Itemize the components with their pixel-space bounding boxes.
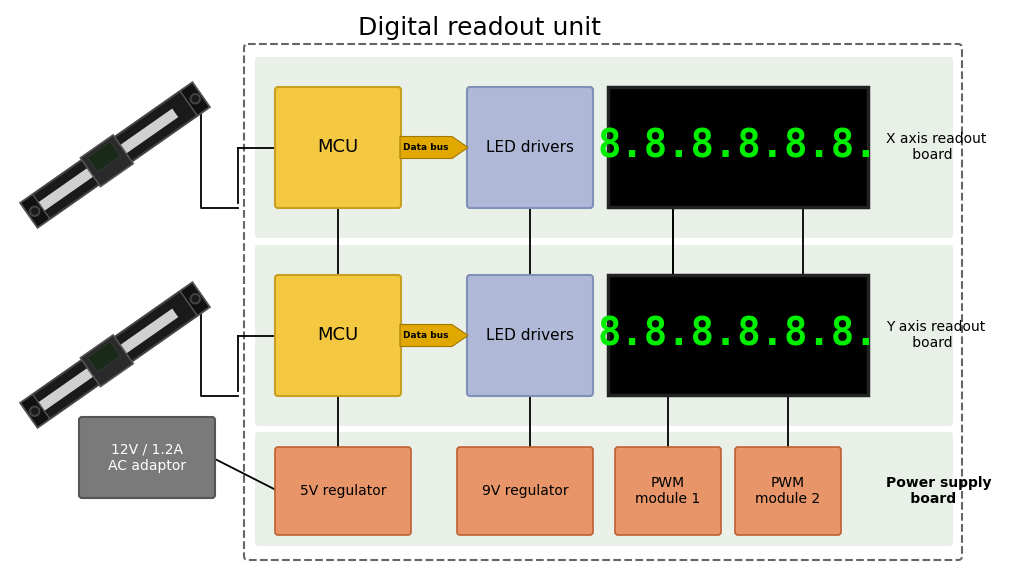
FancyBboxPatch shape — [79, 417, 215, 498]
Circle shape — [32, 408, 38, 414]
FancyBboxPatch shape — [467, 87, 593, 208]
Text: Y axis readout
      board: Y axis readout board — [886, 320, 985, 350]
FancyBboxPatch shape — [255, 245, 953, 426]
Text: LED drivers: LED drivers — [486, 328, 574, 343]
Polygon shape — [81, 335, 133, 386]
Text: 5V regulator: 5V regulator — [300, 484, 386, 498]
Polygon shape — [20, 82, 210, 228]
Text: MCU: MCU — [317, 327, 358, 344]
FancyBboxPatch shape — [608, 87, 868, 207]
Text: Data bus: Data bus — [403, 143, 449, 152]
Polygon shape — [400, 324, 468, 347]
FancyBboxPatch shape — [735, 447, 841, 535]
FancyBboxPatch shape — [615, 447, 721, 535]
Text: Digital readout unit: Digital readout unit — [358, 16, 601, 40]
Circle shape — [190, 94, 201, 104]
Polygon shape — [180, 82, 210, 116]
Text: Power supply
     board: Power supply board — [886, 476, 991, 506]
Polygon shape — [87, 141, 121, 172]
Circle shape — [30, 206, 40, 216]
Polygon shape — [20, 282, 210, 427]
FancyBboxPatch shape — [255, 432, 953, 546]
Polygon shape — [180, 282, 210, 316]
Text: 8.8.8.8.8.8.: 8.8.8.8.8.8. — [598, 128, 879, 166]
Polygon shape — [87, 341, 121, 372]
Polygon shape — [81, 135, 133, 187]
FancyBboxPatch shape — [255, 57, 953, 238]
Text: 8.8.8.8.8.8.: 8.8.8.8.8.8. — [598, 316, 879, 354]
Text: PWM
module 1: PWM module 1 — [635, 476, 700, 506]
FancyBboxPatch shape — [275, 275, 401, 396]
Text: PWM
module 2: PWM module 2 — [756, 476, 820, 506]
Text: LED drivers: LED drivers — [486, 140, 574, 155]
Text: Data bus: Data bus — [403, 331, 449, 340]
Circle shape — [32, 208, 38, 214]
Circle shape — [30, 406, 40, 416]
Circle shape — [190, 294, 201, 304]
FancyBboxPatch shape — [608, 275, 868, 395]
Text: X axis readout
      board: X axis readout board — [886, 132, 986, 162]
Circle shape — [193, 296, 199, 302]
Polygon shape — [20, 194, 50, 228]
Polygon shape — [400, 137, 468, 158]
FancyBboxPatch shape — [275, 87, 401, 208]
Text: MCU: MCU — [317, 138, 358, 157]
Circle shape — [193, 96, 199, 102]
Text: 12V / 1.2A
AC adaptor: 12V / 1.2A AC adaptor — [108, 442, 186, 472]
Polygon shape — [35, 108, 178, 214]
Polygon shape — [20, 395, 50, 427]
FancyBboxPatch shape — [467, 275, 593, 396]
Polygon shape — [35, 309, 178, 414]
FancyBboxPatch shape — [275, 447, 411, 535]
FancyBboxPatch shape — [457, 447, 593, 535]
Text: 9V regulator: 9V regulator — [481, 484, 568, 498]
